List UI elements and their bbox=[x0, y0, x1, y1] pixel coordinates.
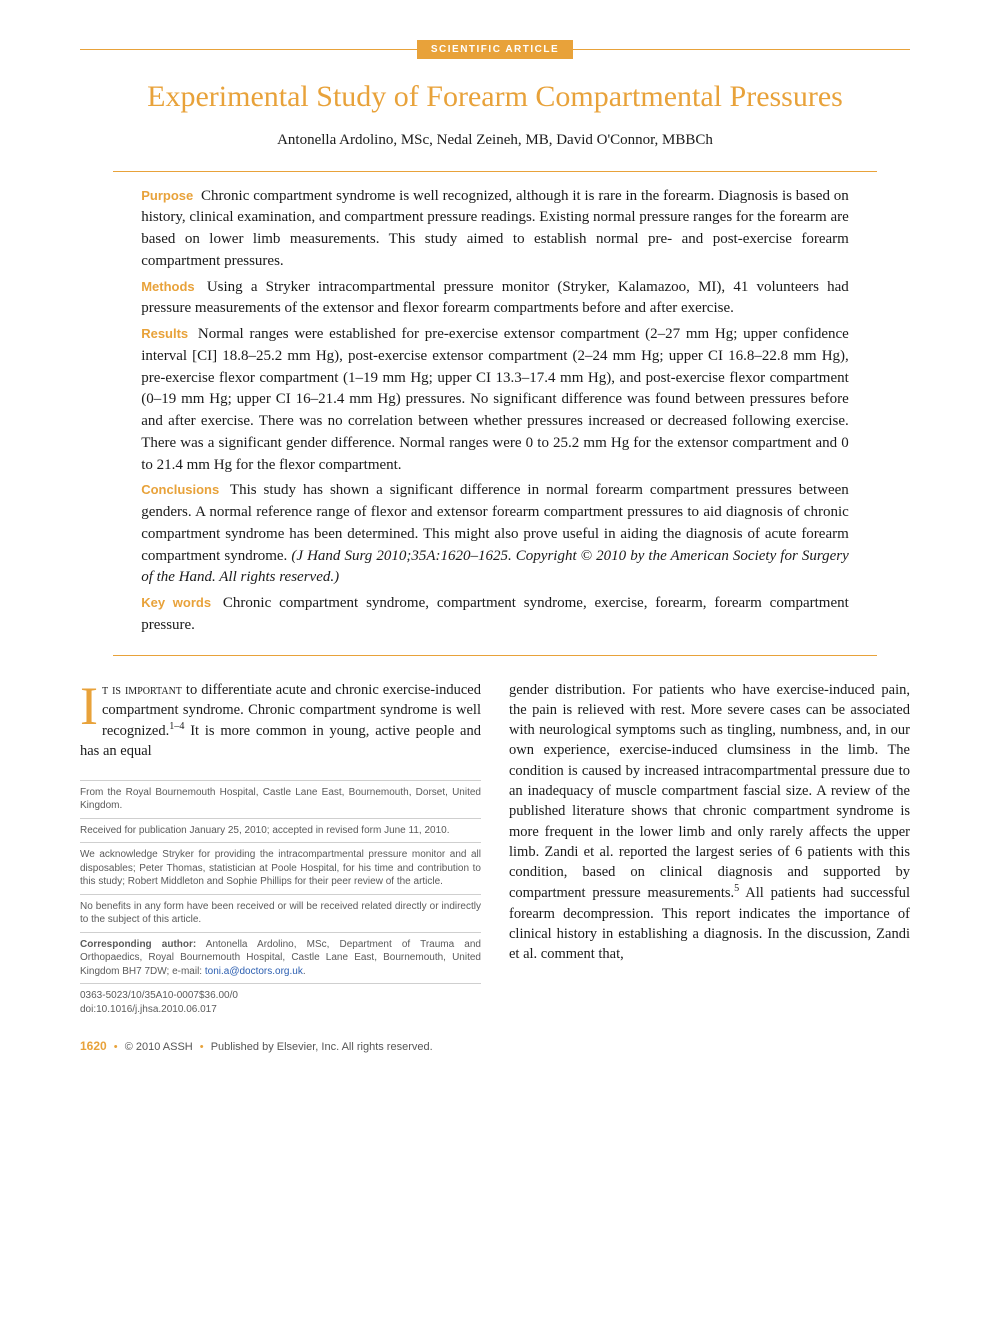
rule-right bbox=[573, 49, 910, 50]
article-tag-row: SCIENTIFIC ARTICLE bbox=[80, 40, 910, 59]
page-footer: 1620 • © 2010 ASSH • Published by Elsevi… bbox=[80, 1039, 910, 1053]
footnote-received: Received for publication January 25, 201… bbox=[80, 818, 481, 843]
issn-text: 0363-5023/10/35A10-0007$36.00/0 bbox=[80, 990, 238, 1001]
column-right: gender distribution. For patients who ha… bbox=[509, 680, 910, 1022]
abstract-box: Purpose Chronic compartment syndrome is … bbox=[113, 171, 877, 656]
footnote-issn-doi: 0363-5023/10/35A10-0007$36.00/0 doi:10.1… bbox=[80, 983, 481, 1021]
abstract-keywords: Key words Chronic compartment syndrome, … bbox=[141, 593, 849, 637]
footnote-corresponding: Corresponding author: Antonella Ardolino… bbox=[80, 932, 481, 984]
footer-copyright: © 2010 ASSH bbox=[125, 1041, 193, 1053]
col2-text: gender distribution. For patients who ha… bbox=[509, 682, 910, 902]
doi-text: doi:10.1016/j.jhsa.2010.06.017 bbox=[80, 1004, 217, 1015]
abstract-methods: Methods Using a Stryker intracompartment… bbox=[141, 277, 849, 321]
intro-paragraph: It is important to differentiate acute a… bbox=[80, 680, 481, 762]
methods-text: Using a Stryker intracompartmental press… bbox=[141, 279, 849, 317]
footer-publisher: Published by Elsevier, Inc. All rights r… bbox=[211, 1041, 433, 1053]
footnotes-block: From the Royal Bournemouth Hospital, Cas… bbox=[80, 780, 481, 1022]
article-title: Experimental Study of Forearm Compartmen… bbox=[80, 77, 910, 118]
abstract-conclusions: Conclusions This study has shown a signi… bbox=[141, 480, 849, 589]
methods-label: Methods bbox=[141, 279, 194, 294]
footnote-benefits: No benefits in any form have been receiv… bbox=[80, 894, 481, 932]
dropcap-letter: I bbox=[80, 680, 102, 730]
page-number: 1620 bbox=[80, 1039, 107, 1053]
body-columns: It is important to differentiate acute a… bbox=[80, 680, 910, 1022]
body-continuation: gender distribution. For patients who ha… bbox=[509, 680, 910, 965]
results-label: Results bbox=[141, 326, 188, 341]
intro-lead: t is important bbox=[102, 682, 182, 698]
column-left: It is important to differentiate acute a… bbox=[80, 680, 481, 1022]
footnote-acknowledgment: We acknowledge Stryker for providing the… bbox=[80, 842, 481, 894]
article-tag-badge: SCIENTIFIC ARTICLE bbox=[417, 40, 573, 59]
rule-left bbox=[80, 49, 417, 50]
footer-dot-icon: • bbox=[114, 1041, 118, 1053]
abstract-results: Results Normal ranges were established f… bbox=[141, 324, 849, 476]
author-list: Antonella Ardolino, MSc, Nedal Zeineh, M… bbox=[80, 132, 910, 149]
corresponding-email-link[interactable]: toni.a@doctors.org.uk bbox=[205, 966, 303, 977]
purpose-label: Purpose bbox=[141, 188, 193, 203]
purpose-text: Chronic compartment syndrome is well rec… bbox=[141, 188, 849, 269]
footnote-affiliation: From the Royal Bournemouth Hospital, Cas… bbox=[80, 780, 481, 818]
conclusions-label: Conclusions bbox=[141, 482, 219, 497]
keywords-text: Chronic compartment syndrome, compartmen… bbox=[141, 595, 849, 633]
footer-dot-icon: • bbox=[200, 1041, 204, 1053]
abstract-purpose: Purpose Chronic compartment syndrome is … bbox=[141, 186, 849, 273]
results-text: Normal ranges were established for pre-e… bbox=[141, 326, 849, 473]
citation-1-4: 1–4 bbox=[169, 721, 184, 732]
keywords-label: Key words bbox=[141, 595, 211, 610]
corresponding-label: Corresponding author: bbox=[80, 939, 196, 950]
